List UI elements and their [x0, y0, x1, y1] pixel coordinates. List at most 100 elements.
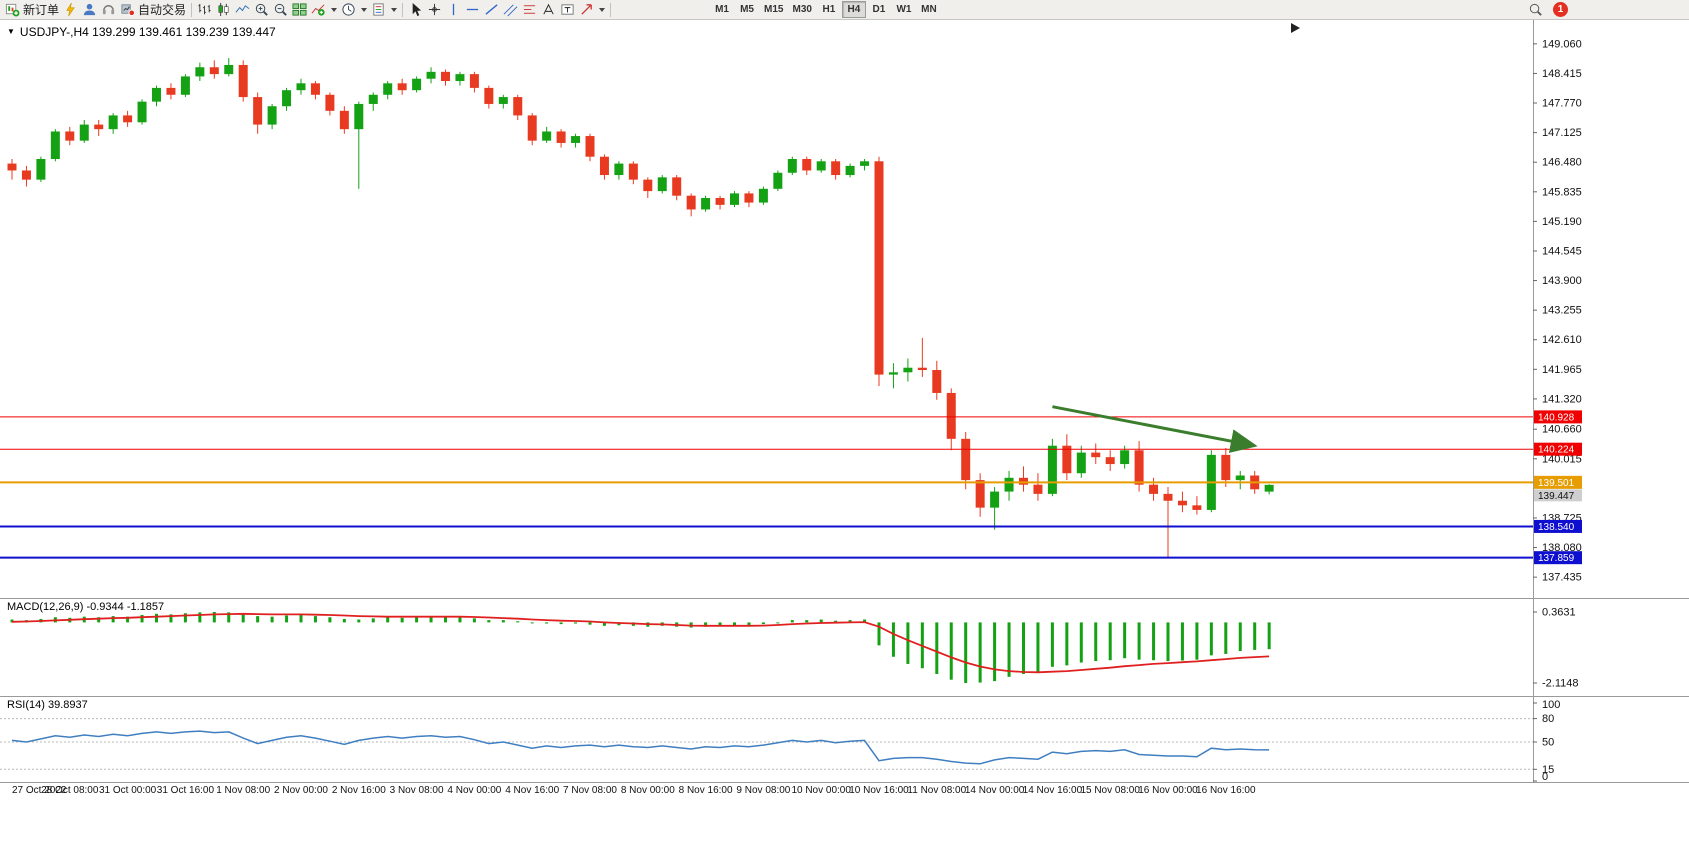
price-tag-label: 140.224	[1538, 445, 1575, 456]
zoom-in-button[interactable]	[252, 1, 271, 19]
rsi-axis-label: 50	[1542, 737, 1554, 749]
indicators-icon	[311, 4, 325, 16]
price-axis-label: 137.435	[1542, 572, 1582, 584]
chart-header: ▼ USDJPY-,H4 139.299 139.461 139.239 139…	[7, 25, 276, 39]
chart-shift-marker[interactable]	[1291, 23, 1300, 33]
price-axis-label: 148.415	[1542, 68, 1582, 80]
timeframe-h4-button[interactable]: H4	[841, 1, 866, 18]
cursor-button[interactable]	[406, 1, 425, 19]
line-chart-icon	[235, 5, 250, 13]
price-axis-label: 145.190	[1542, 216, 1582, 228]
autotrading-icon	[121, 4, 136, 17]
zoom-out-button[interactable]	[271, 1, 290, 19]
trend-arrow[interactable]	[1052, 405, 1258, 453]
headset-icon	[102, 5, 115, 15]
rsi-axis-label: 15	[1542, 764, 1554, 776]
time-axis-label: 27 Oct 2022	[12, 785, 67, 796]
notification-badge[interactable]: 1	[1553, 2, 1568, 17]
zoom-in-icon	[255, 3, 268, 16]
time-axis-label: 2 Nov 00:00	[274, 785, 328, 796]
dropdown-caret-icon	[391, 7, 398, 12]
accounts-button[interactable]	[80, 1, 99, 19]
macd-signal-line	[11, 612, 1270, 674]
timeframe-mn-button[interactable]: MN	[917, 1, 941, 18]
rsi-axis-label: 100	[1542, 699, 1560, 711]
new-order-icon	[5, 3, 20, 17]
time-axis-label: 4 Nov 16:00	[505, 785, 559, 796]
timeframe-m5-button[interactable]: M5	[735, 1, 759, 18]
main-toolbar: 新订单 自动交易	[0, 0, 1689, 20]
timeframe-w1-button[interactable]: W1	[892, 1, 916, 18]
arrows-button[interactable]	[577, 1, 607, 19]
toolbar-separator	[610, 2, 612, 17]
text-button[interactable]	[539, 1, 558, 19]
price-axis-label: 143.255	[1542, 305, 1582, 317]
time-axis-label: 14 Nov 16:00	[1023, 785, 1083, 796]
price-axis-label: 146.480	[1542, 157, 1582, 169]
indicators-button[interactable]	[309, 1, 339, 19]
clock-icon	[342, 3, 355, 16]
vertical-line-button[interactable]	[444, 1, 463, 19]
price-tag-label: 140.928	[1538, 412, 1575, 423]
chart-bars-button[interactable]	[195, 1, 214, 19]
macd-axis-label: 0.3631	[1542, 606, 1576, 618]
crosshair-icon	[428, 3, 441, 16]
time-axis-label: 28 Oct 08:00	[41, 785, 99, 796]
price-axis-label: 147.770	[1542, 98, 1582, 110]
macd-label: MACD(12,26,9) -0.9344 -1.1857	[7, 601, 165, 613]
quotes-button[interactable]	[61, 1, 80, 19]
time-axis-label: 4 Nov 00:00	[447, 785, 501, 796]
price-tag	[1534, 551, 1582, 565]
tile-windows-button[interactable]	[290, 1, 309, 19]
timeframe-m15-button[interactable]: M15	[760, 1, 787, 18]
price-axis-label: 140.015	[1542, 453, 1582, 465]
dropdown-caret-icon	[331, 7, 338, 12]
horizontal-line-button[interactable]	[463, 1, 482, 19]
price-axis-label: 140.660	[1542, 424, 1582, 436]
equidistant-channel-button[interactable]	[501, 1, 520, 19]
macd-axis-label: -2.1148	[1542, 677, 1579, 689]
time-axis-label: 31 Oct 16:00	[157, 785, 215, 796]
dropdown-caret-icon	[361, 7, 368, 12]
fibonacci-icon	[523, 5, 536, 14]
trendline-button[interactable]	[482, 1, 501, 19]
chart-candles-button[interactable]	[214, 1, 233, 19]
rsi-axis-label: 80	[1542, 713, 1554, 725]
timeframe-group: M1 M5 M15 M30 H1 H4 D1 W1 MN	[710, 1, 941, 18]
autotrading-label: 自动交易	[138, 3, 187, 17]
text-label-button[interactable]	[558, 1, 577, 19]
cursor-icon	[412, 2, 422, 17]
time-axis-label: 10 Nov 16:00	[849, 785, 909, 796]
one-click-trading-toggle-icon[interactable]: ▼	[7, 27, 15, 36]
new-order-button[interactable]: 新订单	[3, 1, 61, 19]
autotrading-button[interactable]: 自动交易	[118, 1, 188, 19]
timeframe-d1-button[interactable]: D1	[867, 1, 891, 18]
templates-button[interactable]	[369, 1, 399, 19]
timeframe-m30-button[interactable]: M30	[788, 1, 815, 18]
fibonacci-button[interactable]	[520, 1, 539, 19]
support-button[interactable]	[99, 1, 118, 19]
time-axis-label: 14 Nov 00:00	[965, 785, 1025, 796]
candles-layer	[7, 58, 1274, 558]
chart-line-button[interactable]	[233, 1, 252, 19]
time-axis-label: 8 Nov 00:00	[621, 785, 675, 796]
bar-chart-icon	[198, 3, 211, 15]
candlestick-icon	[218, 2, 229, 17]
timeframe-m1-button[interactable]: M1	[710, 1, 734, 18]
timeframe-h1-button[interactable]: H1	[817, 1, 841, 18]
dropdown-caret-icon	[599, 7, 606, 12]
price-axis-label: 141.320	[1542, 393, 1582, 405]
price-axis-label: 138.080	[1542, 542, 1582, 554]
channel-icon	[503, 4, 518, 17]
price-axis-label: 142.610	[1542, 334, 1582, 346]
periods-button[interactable]	[339, 1, 369, 19]
arrow-tool-icon	[581, 4, 592, 15]
crosshair-button[interactable]	[425, 1, 444, 19]
time-axis-label: 15 Nov 08:00	[1080, 785, 1140, 796]
search-button[interactable]	[1526, 1, 1545, 19]
price-tag	[1534, 519, 1582, 533]
time-axis-label: 31 Oct 00:00	[99, 785, 157, 796]
toolbar-right-group: 1	[1526, 1, 1568, 19]
